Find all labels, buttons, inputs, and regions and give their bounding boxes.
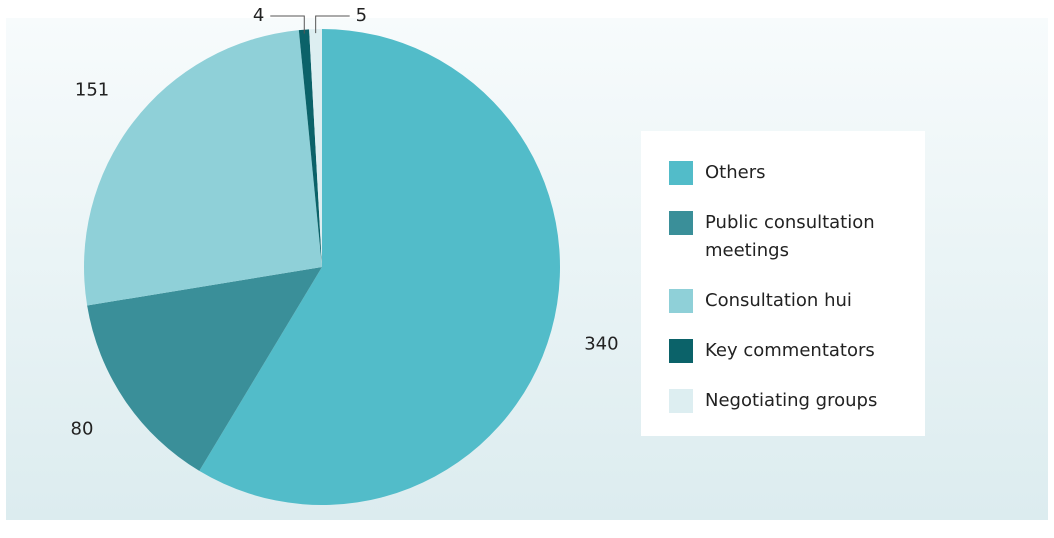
legend-swatch: [669, 211, 693, 235]
legend-label: Consultation hui: [705, 290, 852, 311]
legend-label: Negotiating groups: [705, 390, 878, 411]
legend-item: Public consultation meetings: [669, 209, 905, 265]
legend-item: Key commentators: [669, 337, 905, 365]
leader-line: [315, 15, 350, 34]
legend-item: Consultation hui: [669, 287, 905, 315]
data-label: 80: [71, 419, 94, 440]
pie-slice: [83, 30, 322, 306]
data-label: 4: [253, 5, 264, 26]
legend-swatch: [669, 339, 693, 363]
legend-swatch: [669, 161, 693, 185]
legend-label: Key commentators: [705, 340, 875, 361]
pie-slice: [309, 29, 322, 267]
leader-line: [270, 15, 305, 34]
pie-slice: [298, 29, 322, 268]
legend-item: Others: [669, 159, 905, 187]
pie-slice: [87, 267, 322, 471]
legend-item: Negotiating groups: [669, 387, 905, 415]
data-label: 340: [584, 334, 618, 355]
data-label: 151: [75, 79, 109, 100]
pie-slice: [199, 29, 560, 506]
legend-label: Others: [705, 162, 766, 183]
data-label: 5: [356, 5, 367, 26]
legend-swatch: [669, 289, 693, 313]
legend: Others Public consultation meetings Consul…: [641, 131, 925, 436]
legend-label: Public consultation meetings: [705, 212, 875, 261]
legend-swatch: [669, 389, 693, 413]
